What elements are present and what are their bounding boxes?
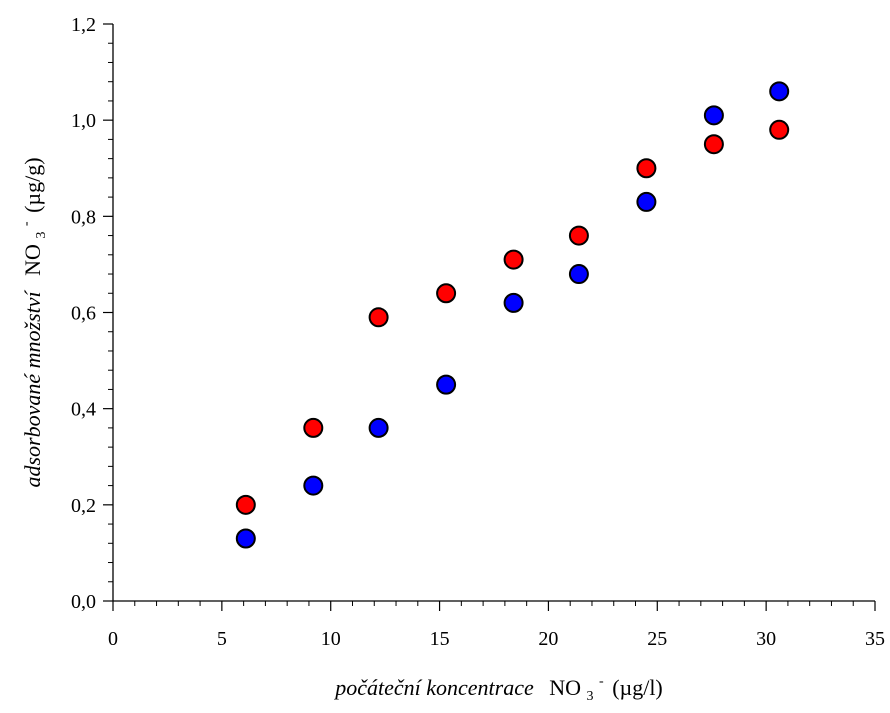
data-point-series-1 bbox=[235, 494, 256, 515]
y-tick-label: 1,2 bbox=[71, 14, 96, 36]
data-point-series-2 bbox=[436, 374, 457, 395]
y-tick-label: 0,0 bbox=[71, 591, 96, 613]
x-axis-title-unit: (µg/l) bbox=[612, 675, 663, 700]
tick-labels: 0 5 10 15 20 25 30 35 0,0 0,2 0,4 0,6 0,8 1,0 1,2 bbox=[71, 14, 885, 650]
x-tick-label: 20 bbox=[538, 628, 558, 650]
data-point-series-2 bbox=[769, 81, 790, 102]
data-point-series-1 bbox=[436, 283, 457, 304]
y-tick-label: 0,8 bbox=[71, 206, 96, 228]
data-point-series-1 bbox=[303, 417, 324, 438]
x-tick-label: 35 bbox=[865, 628, 885, 650]
y-axis-title-superscript: - bbox=[19, 221, 34, 226]
y-axis-title-subscript: 3 bbox=[34, 232, 49, 239]
data-point-series-1 bbox=[703, 134, 724, 155]
x-axis-title-superscript: - bbox=[599, 674, 604, 689]
y-axis-title-italic: adsorbované množství bbox=[20, 289, 45, 487]
data-point-series-2 bbox=[368, 417, 389, 438]
data-point-series-2 bbox=[503, 292, 524, 313]
data-point-series-1 bbox=[636, 158, 657, 179]
y-axis-title-unit: (µg/g) bbox=[20, 157, 45, 212]
y-tick-label: 0,6 bbox=[71, 303, 96, 325]
x-tick-label: 5 bbox=[217, 628, 227, 650]
x-axis-title-subscript: 3 bbox=[587, 689, 594, 704]
data-point-series-2 bbox=[636, 191, 657, 212]
x-tick-label: 10 bbox=[321, 628, 341, 650]
y-axis-title: adsorbované množství NO 3 - (µg/g) bbox=[10, 157, 50, 487]
data-point-series-2 bbox=[303, 475, 324, 496]
x-tick-label: 30 bbox=[756, 628, 776, 650]
data-point-series-2 bbox=[235, 528, 256, 549]
x-axis-title-italic: počáteční koncentrace bbox=[333, 675, 534, 700]
data-point-series-1 bbox=[568, 225, 589, 246]
x-tick-label: 15 bbox=[430, 628, 450, 650]
y-tick-label: 1,0 bbox=[71, 110, 96, 132]
y-axis-title-formula: NO bbox=[20, 244, 45, 276]
x-axis-title: počáteční koncentrace NO 3 - (µg/l) bbox=[333, 665, 663, 705]
axes bbox=[112, 24, 875, 602]
data-point-series-2 bbox=[703, 105, 724, 126]
x-axis-title-formula: NO bbox=[549, 675, 581, 700]
y-tick-label: 0,2 bbox=[71, 495, 96, 517]
data-point-series-1 bbox=[368, 307, 389, 328]
data-point-series-1 bbox=[503, 249, 524, 270]
y-tick-label: 0,4 bbox=[71, 399, 96, 421]
x-tick-label: 25 bbox=[647, 628, 667, 650]
data-point-series-1 bbox=[769, 119, 790, 140]
data-point-series-2 bbox=[568, 264, 589, 285]
data-points bbox=[235, 81, 790, 549]
x-tick-label: 0 bbox=[108, 628, 118, 650]
tick-marks bbox=[103, 23, 876, 611]
